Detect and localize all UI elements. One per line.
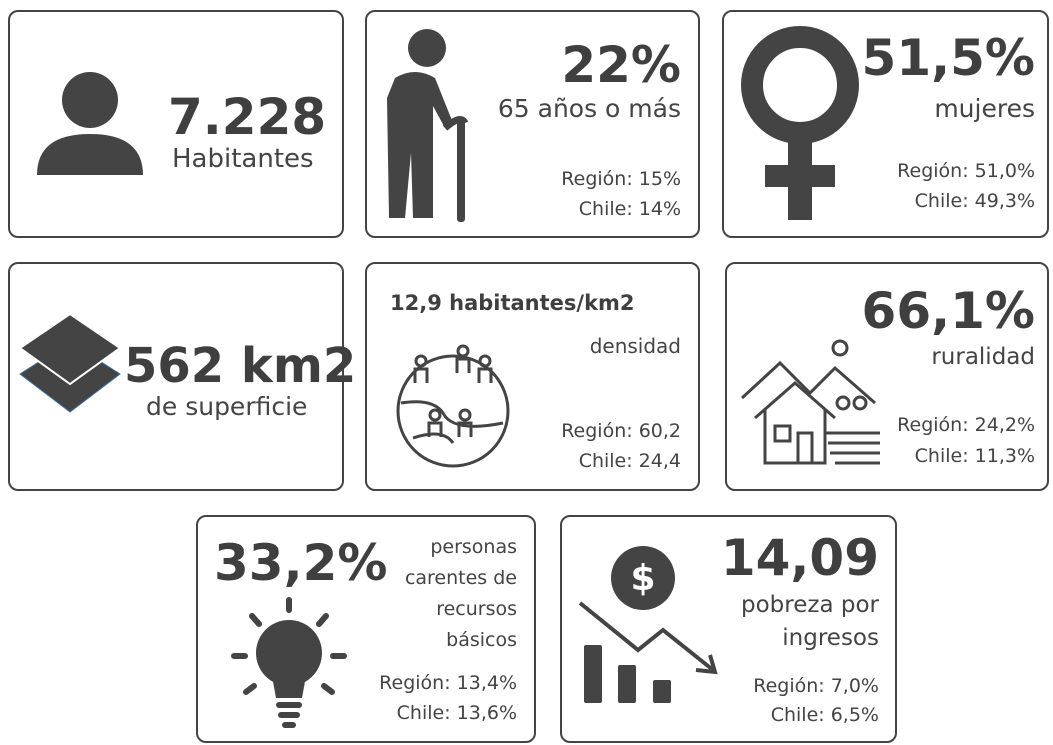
stat-label: ingresos [782, 625, 879, 651]
stat-label: carentes de [404, 567, 517, 589]
chile-value: Chile: 24,4 [578, 450, 681, 472]
person-icon [37, 72, 143, 175]
region-value: Región: 60,2 [561, 420, 681, 442]
card [196, 515, 536, 743]
chile-value: Chile: 11,3% [914, 445, 1035, 467]
card [560, 515, 897, 743]
density-icon [396, 344, 510, 468]
stat-label: de superficie [146, 392, 308, 421]
card [8, 10, 344, 238]
stat-label: 65 años o más [497, 94, 681, 123]
svg-text:$: $ [630, 558, 655, 599]
layers-icon [18, 312, 122, 413]
chile-value: Chile: 49,3% [914, 190, 1035, 212]
region-value: Región: 13,4% [379, 672, 517, 694]
stat-value: 7.228 [168, 88, 327, 146]
stat-label: recursos [436, 598, 517, 620]
region-value: Región: 51,0% [897, 160, 1035, 182]
poverty-icon: $ [578, 546, 718, 703]
stat-label: personas [430, 536, 517, 558]
rural-icon [740, 339, 880, 465]
stat-label: mujeres [934, 94, 1035, 123]
chile-value: Chile: 6,5% [770, 704, 879, 726]
region-value: Región: 7,0% [753, 675, 879, 697]
chile-value: Chile: 13,6% [396, 702, 517, 724]
stat-value: 51,5% [861, 29, 1035, 87]
stat-label: densidad [589, 334, 681, 358]
stat-value: 14,09 [720, 529, 879, 587]
bulb-icon [231, 597, 347, 728]
chile-value: Chile: 14% [578, 198, 681, 220]
stat-label: básicos [446, 629, 517, 651]
stat-value: 33,2% [214, 534, 388, 592]
stat-label: pobreza por [741, 592, 879, 618]
card [365, 262, 700, 491]
elderly-icon [387, 29, 469, 222]
stat-value: 12,9 habitantes/km2 [390, 291, 635, 315]
stat-label: Habitantes [172, 144, 314, 174]
region-value: Región: 15% [561, 168, 681, 190]
region-value: Región: 24,2% [897, 414, 1035, 436]
card [725, 262, 1049, 491]
stat-value: 66,1% [861, 282, 1035, 340]
stat-label: ruralidad [931, 344, 1035, 370]
stat-value: 22% [561, 36, 681, 94]
female-icon [741, 26, 859, 220]
stat-value: 562 km2 [124, 338, 357, 394]
